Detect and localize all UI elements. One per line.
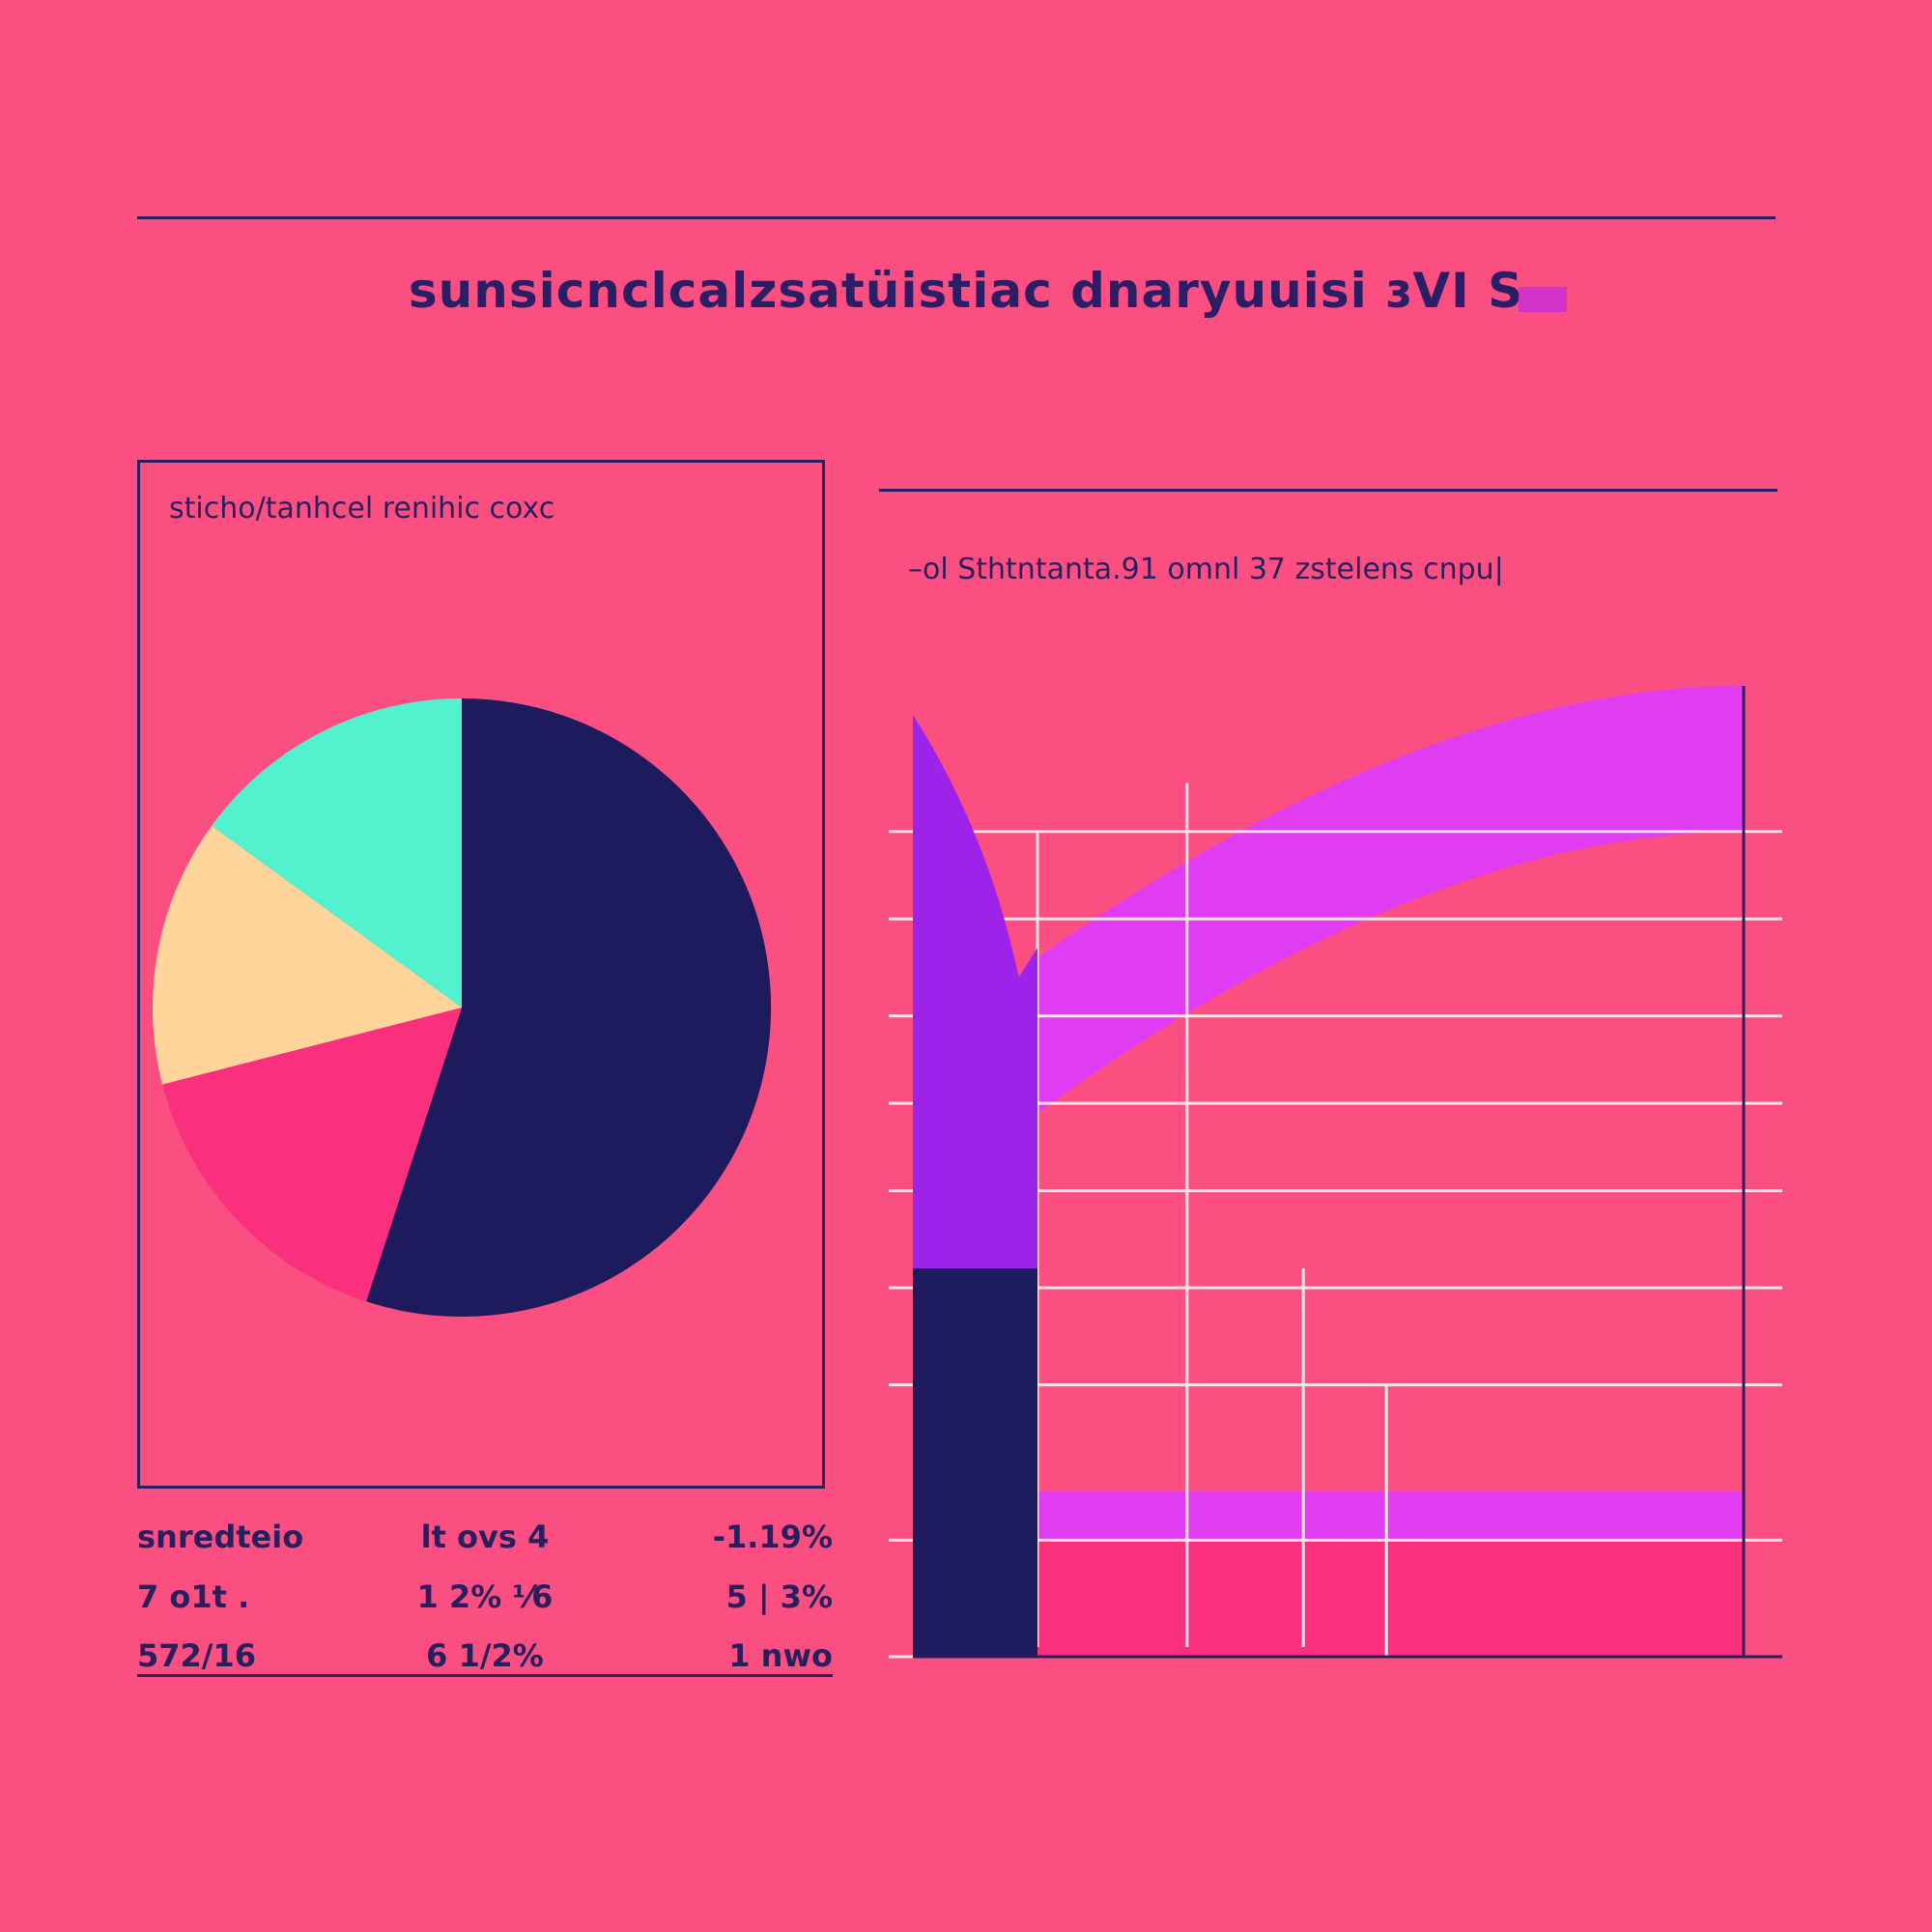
pink-bar <box>1037 1540 1744 1657</box>
pie-chart <box>153 698 772 1317</box>
area-chart <box>889 686 1782 1659</box>
stats-table: snredteio lt ovs 4 -1.19% 7 o1t . 1 2% ⅟6 5 |… <box>137 1507 833 1687</box>
stats-row: snredteio lt ovs 4 -1.19% <box>137 1507 833 1567</box>
stats-cell: 6 1/2% <box>369 1637 601 1677</box>
stats-cell: 1 2% ⅟6 <box>416 1578 554 1615</box>
page-title: sunsicnclcalzsatüistiac dnaryuuisi ɜVI S <box>408 263 1524 319</box>
title-highlight <box>1519 287 1567 312</box>
pie-panel: sticho/tanhcel renihic coxc <box>137 460 825 1489</box>
stats-row: 7 o1t . 1 2% ⅟6 5 | 3% <box>137 1567 833 1627</box>
stats-cell: 5 | 3% <box>725 1578 833 1615</box>
magenta-curve-band <box>1037 686 1744 1114</box>
stats-cell: snredteio <box>137 1519 304 1555</box>
stats-cell: 572/16 <box>137 1637 369 1677</box>
pie-panel-caption: sticho/tanhcel renihic coxc <box>169 492 555 526</box>
stats-cell: 1 nwo <box>601 1637 833 1677</box>
pie-slice-4 <box>212 698 462 1008</box>
stats-cell: -1.19% <box>712 1519 833 1555</box>
magenta-strip <box>1037 1492 1744 1541</box>
stats-cell: 7 o1t . <box>137 1578 250 1615</box>
stats-cell: lt ovs 4 <box>420 1519 550 1555</box>
pie-slice-3 <box>153 825 462 1085</box>
right-panel-rule <box>879 489 1777 492</box>
top-rule <box>137 216 1776 219</box>
navy-bar <box>913 1268 1037 1657</box>
purple-area <box>913 715 1037 1268</box>
area-chart-caption: –ol Sthtntanta.91 omnl 37 zstelens cnpu| <box>908 553 1504 586</box>
pie-slice-1 <box>366 698 772 1317</box>
pie-slice-2 <box>162 1008 462 1302</box>
stats-row: 572/16 6 1/2% 1 nwo <box>137 1627 833 1687</box>
